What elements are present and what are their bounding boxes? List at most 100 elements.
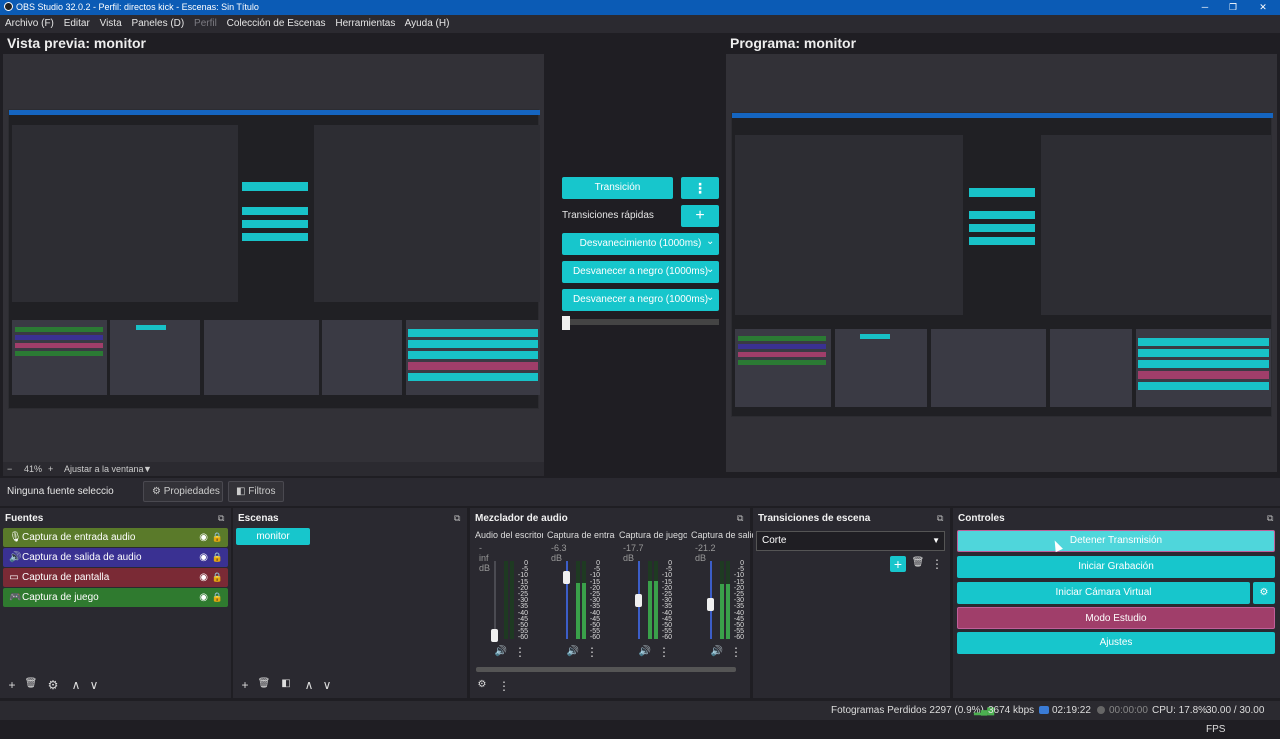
properties-button[interactable]: ⚙ Propiedades [143, 481, 223, 502]
move-up-button[interactable]: ∧ [304, 678, 314, 692]
menu-coleccion[interactable]: Colección de Escenas [226, 18, 326, 29]
transition-menu-dots[interactable]: ⋮ [931, 557, 943, 571]
filters-label: Filtros [248, 486, 276, 497]
meter-scale-tick: -5 [521, 566, 528, 574]
transition-select[interactable]: Corte ▼ [756, 531, 945, 551]
lock-icon[interactable]: 🔒 [211, 532, 223, 542]
volume-fader[interactable] [566, 561, 568, 639]
meter-scale-tick: -25 [517, 591, 528, 599]
quick-transition-1[interactable]: Desvanecer a negro (1000ms) [562, 261, 719, 283]
add-quick-transition-button[interactable]: + [681, 205, 719, 227]
channel-menu-dots[interactable]: ⋮ [730, 645, 742, 659]
add-source-button[interactable]: + [8, 678, 16, 692]
menu-ayuda[interactable]: Ayuda (H) [404, 18, 450, 29]
meter-scale-tick: -45 [589, 615, 600, 623]
volume-fader-knob[interactable] [635, 594, 642, 607]
mute-speaker-icon[interactable]: 🔊 [710, 646, 724, 657]
tbar-handle[interactable] [562, 316, 570, 330]
transition-menu-dots[interactable]: ⋮ [681, 177, 719, 199]
virtual-camera-settings-gear-icon[interactable]: ⚙ [1253, 582, 1275, 604]
stop-stream-button[interactable]: Detener Transmisión [957, 530, 1275, 552]
filters-button[interactable]: ◧ Filtros [228, 481, 284, 502]
chevron-down-icon[interactable]: ⌄ [706, 292, 715, 303]
mute-speaker-icon[interactable]: 🔊 [638, 646, 652, 657]
preview-canvas[interactable] [3, 54, 544, 462]
mute-speaker-icon[interactable]: 🔊 [494, 646, 508, 657]
meter-scale-tick: -45 [517, 615, 528, 623]
chevron-down-icon[interactable]: ⌄ [706, 236, 715, 247]
close-button[interactable]: ✕ [1259, 2, 1267, 12]
popout-icon[interactable]: ⧉ [218, 513, 225, 523]
popout-icon[interactable]: ⧉ [454, 513, 461, 523]
meter-scale-tick: -55 [733, 628, 744, 636]
mixer-channel-name: Audio del escritorio [475, 530, 543, 540]
channel-menu-dots[interactable]: ⋮ [586, 645, 598, 659]
move-down-button[interactable]: ∨ [322, 678, 332, 692]
lock-icon[interactable]: 🔒 [211, 572, 223, 582]
source-item-audio-input[interactable]: 🎙Captura de entrada audio ◉ 🔒 [3, 528, 228, 547]
source-item-audio-output[interactable]: 🔊Captura de salida de audio ◉ 🔒 [3, 548, 228, 567]
add-scene-button[interactable]: + [241, 678, 249, 692]
meter-scale-tick: -60 [733, 634, 744, 642]
quick-transition-2[interactable]: Desvanecer a negro (1000ms) [562, 289, 719, 311]
source-item-game-capture[interactable]: 🎮Captura de juego ◉ 🔒 [3, 588, 228, 607]
meter-scale-tick: -50 [733, 622, 744, 630]
mixer-settings-button[interactable]: ⚙ [477, 679, 487, 690]
add-transition-button[interactable]: + [890, 556, 906, 572]
start-recording-button[interactable]: Iniciar Grabación [957, 556, 1275, 578]
zoom-in-button[interactable]: + [48, 464, 54, 474]
popout-icon[interactable]: ⧉ [937, 513, 944, 523]
remove-scene-button[interactable]: 🗑 [257, 678, 271, 689]
volume-fader-knob[interactable] [707, 597, 714, 611]
cpu-usage: CPU: 17.8% [1152, 705, 1208, 716]
stream-time: 02:19:22 [1052, 705, 1091, 716]
channel-menu-dots[interactable]: ⋮ [658, 645, 670, 659]
minimize-button[interactable]: ─ [1201, 2, 1209, 12]
no-source-label: Ninguna fuente seleccionada [7, 486, 114, 497]
mixer-scrollbar[interactable] [476, 667, 736, 672]
tbar-slider[interactable] [562, 316, 719, 330]
mute-speaker-icon[interactable]: 🔊 [566, 646, 580, 657]
volume-fader-knob[interactable] [491, 629, 498, 643]
meter-scale-tick: -15 [733, 578, 744, 586]
chevron-down-icon[interactable]: ▼ [143, 464, 152, 474]
menu-vista[interactable]: Vista [99, 18, 122, 29]
audio-level-meter [576, 561, 580, 639]
settings-button[interactable]: Ajustes [957, 632, 1275, 654]
quick-transition-0[interactable]: Desvanecimiento (1000ms) [562, 233, 719, 255]
mixer-menu-button[interactable]: ⋮ [498, 679, 510, 693]
eye-icon[interactable]: ◉ [199, 532, 208, 543]
transition-button[interactable]: Transición [562, 177, 673, 199]
remove-transition-button[interactable]: 🗑 [911, 557, 925, 568]
maximize-button[interactable]: ❐ [1228, 2, 1238, 12]
chevron-down-icon[interactable]: ⌄ [706, 264, 715, 275]
zoom-out-button[interactable]: − [7, 464, 13, 474]
menu-herramientas[interactable]: Herramientas [335, 18, 396, 29]
scene-item-monitor[interactable]: monitor [236, 528, 310, 545]
channel-menu-dots[interactable]: ⋮ [514, 645, 526, 659]
lock-icon[interactable]: 🔒 [211, 592, 223, 602]
move-up-button[interactable]: ∧ [71, 678, 81, 692]
volume-fader[interactable] [494, 561, 496, 639]
meter-scale-tick: -40 [517, 609, 528, 617]
menu-archivo[interactable]: Archivo (F) [5, 18, 54, 29]
title-bar: OBS Studio 32.0.2 - Perfil: directos kic… [0, 0, 1280, 15]
studio-mode-button[interactable]: Modo Estudio [957, 607, 1275, 629]
popout-icon[interactable]: ⧉ [1267, 513, 1274, 523]
eye-icon[interactable]: ◉ [199, 592, 208, 603]
move-down-button[interactable]: ∨ [89, 678, 99, 692]
popout-icon[interactable]: ⧉ [737, 513, 744, 523]
source-properties-button[interactable]: ⚙ [47, 678, 59, 692]
eye-icon[interactable]: ◉ [199, 572, 208, 583]
lock-icon[interactable]: 🔒 [211, 552, 223, 562]
scene-filter-button[interactable]: ◧ [281, 678, 291, 689]
controls-title: Controles [958, 513, 1005, 524]
remove-source-button[interactable]: 🗑 [24, 678, 38, 689]
start-virtual-camera-button[interactable]: Iniciar Cámara Virtual [957, 582, 1250, 604]
eye-icon[interactable]: ◉ [199, 552, 208, 563]
menu-paneles[interactable]: Paneles (D) [131, 18, 185, 29]
source-item-screen-capture[interactable]: ▭ Captura de pantalla ◉ 🔒 [3, 568, 228, 587]
volume-fader-knob[interactable] [563, 570, 570, 584]
menu-editar[interactable]: Editar [63, 18, 90, 29]
fit-window-label[interactable]: Ajustar a la ventana [64, 464, 144, 474]
